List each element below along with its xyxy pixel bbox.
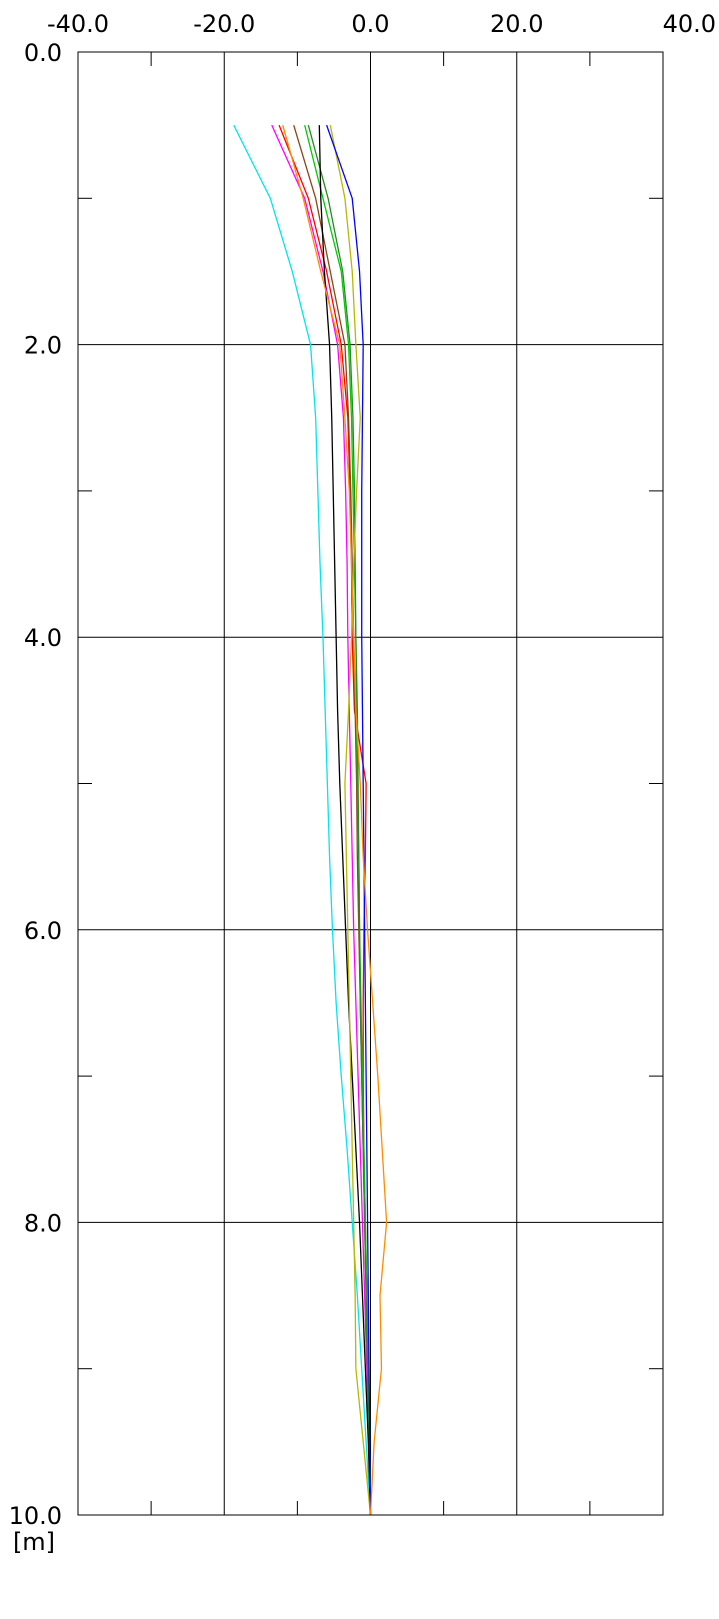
y-tick-label: 8.0 — [24, 1209, 62, 1237]
y-tick-label: 0.0 — [24, 39, 62, 67]
y-tick-label: 6.0 — [24, 917, 62, 945]
series-line-2 — [271, 124, 372, 1516]
series-line-6 — [307, 124, 372, 1516]
y-tick-label: 2.0 — [24, 332, 62, 360]
y-tick-label: 10.0 — [9, 1502, 62, 1530]
x-tick-labels: -40.0 -20.0 0.0 20.0 40.0 — [47, 10, 716, 38]
y-tick-label: 4.0 — [24, 624, 62, 652]
series-line-1 — [233, 124, 372, 1516]
series-line-7 — [318, 125, 372, 1516]
x-tick-label: -20.0 — [193, 10, 255, 38]
x-tick-label: 20.0 — [490, 10, 543, 38]
grid-layer — [78, 52, 663, 1515]
series-layer — [233, 124, 388, 1516]
x-tick-label: 0.0 — [351, 10, 389, 38]
y-axis-unit-label: [m] — [13, 1528, 55, 1556]
x-tick-label: 40.0 — [663, 10, 716, 38]
x-tick-label: -40.0 — [47, 10, 109, 38]
series-line-9 — [326, 124, 372, 1516]
plot-frame — [77, 51, 664, 1516]
series-line-10 — [282, 124, 388, 1516]
series-line-8 — [329, 125, 372, 1516]
y-tick-labels: 0.0 2.0 4.0 6.0 8.0 10.0 — [9, 39, 62, 1530]
minor-tick-layer — [78, 52, 663, 1515]
